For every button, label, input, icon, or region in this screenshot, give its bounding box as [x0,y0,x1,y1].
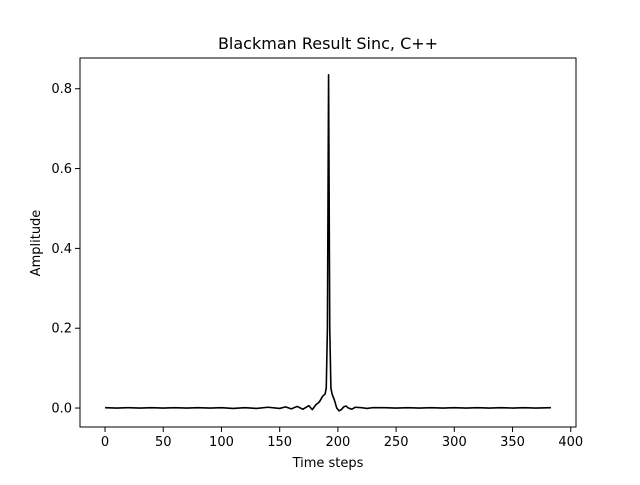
x-tick-label: 200 [325,435,350,450]
x-tick-label: 300 [442,435,467,450]
x-axis: 0 50 100 150 200 250 300 350 400 [101,427,583,450]
x-axis-label: Time steps [292,456,364,471]
y-axis: 0.0 0.2 0.4 0.6 0.8 [51,82,80,417]
x-tick-label: 350 [500,435,525,450]
x-tick-label: 50 [155,435,172,450]
x-tick-label: 0 [101,435,109,450]
y-tick-label: 0.8 [51,82,72,97]
x-tick-label: 400 [558,435,583,450]
y-tick-label: 0.4 [51,242,72,257]
axes-frame [79,57,577,428]
x-tick-label: 250 [384,435,409,450]
chart-title: Blackman Result Sinc, C++ [218,34,438,53]
y-axis-label: Amplitude [29,210,44,277]
y-tick-label: 0.6 [51,162,72,177]
series-line-0 [105,73,551,412]
y-tick-label: 0.0 [51,402,72,417]
y-tick-label: 0.2 [51,322,72,337]
x-tick-label: 100 [209,435,234,450]
x-tick-label: 150 [267,435,292,450]
plot-layer [105,73,551,412]
